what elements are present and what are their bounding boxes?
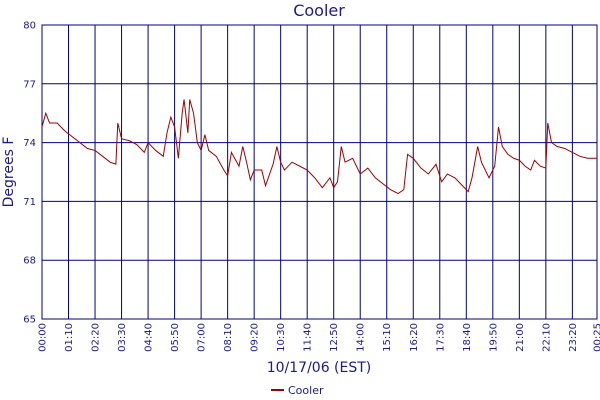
x-tick-label: 18:40 xyxy=(462,323,473,352)
x-tick-label: 22:10 xyxy=(541,323,552,352)
x-axis-label: 10/17/06 (EST) xyxy=(267,360,372,376)
y-tick-label: 80 xyxy=(23,21,36,32)
x-tick-label: 07:00 xyxy=(197,323,208,352)
x-tick-label: 15:10 xyxy=(382,323,393,352)
x-tick-label: 03:30 xyxy=(117,323,128,352)
x-tick-label: 14:00 xyxy=(356,323,367,352)
chart-title: Cooler xyxy=(293,1,345,20)
y-tick-label: 71 xyxy=(23,197,36,208)
x-tick-label: 17:30 xyxy=(435,323,446,352)
y-axis-label: Degrees F xyxy=(1,137,17,208)
x-tick-label: 16:20 xyxy=(409,323,420,352)
legend-label: Cooler xyxy=(288,384,324,397)
x-tick-label: 00:00 xyxy=(38,323,49,352)
x-tick-label: 23:20 xyxy=(568,323,579,352)
x-tick-label: 01:10 xyxy=(64,323,75,352)
y-tick-label: 77 xyxy=(23,79,36,90)
x-tick-label: 05:50 xyxy=(170,323,181,352)
x-tick-label: 21:00 xyxy=(515,323,526,352)
x-tick-label: 04:40 xyxy=(144,323,155,352)
x-tick-label: 02:20 xyxy=(91,323,102,352)
x-tick-label: 12:50 xyxy=(329,323,340,352)
x-tick-label: 00:25 xyxy=(593,323,600,352)
data-line xyxy=(41,99,597,195)
x-tick-label: 10:30 xyxy=(276,323,287,352)
x-tick-label: 09:20 xyxy=(250,323,261,352)
x-tick-label: 08:10 xyxy=(223,323,234,352)
x-tick-label: 19:50 xyxy=(488,323,499,352)
y-tick-label: 68 xyxy=(23,256,36,267)
y-tick-label: 74 xyxy=(23,138,36,149)
x-tick-label: 11:40 xyxy=(303,323,314,352)
y-tick-label: 65 xyxy=(23,315,36,326)
